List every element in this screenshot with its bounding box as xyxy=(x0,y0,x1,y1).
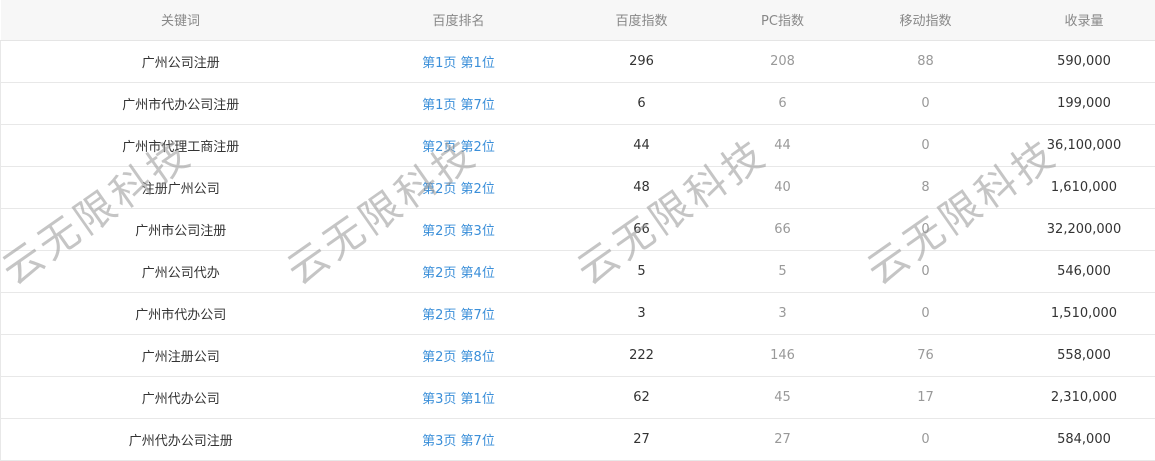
cell-rank[interactable]: 第2页 第3位 xyxy=(361,208,557,250)
cell-pc-index: 146 xyxy=(727,334,839,376)
cell-keyword: 广州市代理工商注册 xyxy=(1,124,361,166)
cell-rank[interactable]: 第1页 第7位 xyxy=(361,82,557,124)
cell-rank[interactable]: 第2页 第2位 xyxy=(361,124,557,166)
cell-rank[interactable]: 第3页 第7位 xyxy=(361,418,557,460)
cell-pc-index: 27 xyxy=(727,418,839,460)
cell-indexed-count: 36,100,000 xyxy=(1013,124,1155,166)
cell-baidu-index: 48 xyxy=(557,166,727,208)
cell-keyword: 广州注册公司 xyxy=(1,334,361,376)
column-header-mobile-index: 移动指数 xyxy=(839,0,1013,40)
cell-indexed-count: 546,000 xyxy=(1013,250,1155,292)
cell-keyword: 广州公司代办 xyxy=(1,250,361,292)
cell-pc-index: 3 xyxy=(727,292,839,334)
cell-baidu-index: 6 xyxy=(557,82,727,124)
cell-rank[interactable]: 第2页 第7位 xyxy=(361,292,557,334)
cell-rank[interactable]: 第2页 第2位 xyxy=(361,166,557,208)
cell-mobile-index: 17 xyxy=(839,376,1013,418)
cell-mobile-index: 0 xyxy=(839,418,1013,460)
cell-indexed-count: 32,200,000 xyxy=(1013,208,1155,250)
cell-pc-index: 44 xyxy=(727,124,839,166)
cell-indexed-count: 2,310,000 xyxy=(1013,376,1155,418)
cell-mobile-index: 0 xyxy=(839,208,1013,250)
cell-mobile-index: 0 xyxy=(839,250,1013,292)
cell-pc-index: 5 xyxy=(727,250,839,292)
cell-baidu-index: 27 xyxy=(557,418,727,460)
cell-baidu-index: 5 xyxy=(557,250,727,292)
cell-indexed-count: 558,000 xyxy=(1013,334,1155,376)
cell-mobile-index: 0 xyxy=(839,82,1013,124)
cell-indexed-count: 1,610,000 xyxy=(1013,166,1155,208)
cell-baidu-index: 44 xyxy=(557,124,727,166)
cell-rank[interactable]: 第1页 第1位 xyxy=(361,40,557,82)
cell-keyword: 广州代办公司 xyxy=(1,376,361,418)
cell-baidu-index: 62 xyxy=(557,376,727,418)
column-header-pc-index: PC指数 xyxy=(727,0,839,40)
cell-pc-index: 208 xyxy=(727,40,839,82)
cell-mobile-index: 8 xyxy=(839,166,1013,208)
cell-rank[interactable]: 第2页 第8位 xyxy=(361,334,557,376)
cell-keyword: 广州公司注册 xyxy=(1,40,361,82)
cell-keyword: 广州市代办公司注册 xyxy=(1,82,361,124)
cell-indexed-count: 199,000 xyxy=(1013,82,1155,124)
cell-baidu-index: 3 xyxy=(557,292,727,334)
column-header-indexed-count: 收录量 xyxy=(1013,0,1155,40)
cell-mobile-index: 88 xyxy=(839,40,1013,82)
cell-baidu-index: 296 xyxy=(557,40,727,82)
cell-keyword: 广州代办公司注册 xyxy=(1,418,361,460)
cell-keyword: 广州市公司注册 xyxy=(1,208,361,250)
column-header-baidu-index: 百度指数 xyxy=(557,0,727,40)
cell-keyword: 广州市代办公司 xyxy=(1,292,361,334)
cell-baidu-index: 222 xyxy=(557,334,727,376)
cell-rank[interactable]: 第3页 第1位 xyxy=(361,376,557,418)
cell-pc-index: 40 xyxy=(727,166,839,208)
column-header-keyword: 关键词 xyxy=(1,0,361,40)
cell-pc-index: 6 xyxy=(727,82,839,124)
cell-mobile-index: 0 xyxy=(839,292,1013,334)
column-header-rank: 百度排名 xyxy=(361,0,557,40)
cell-keyword: 注册广州公司 xyxy=(1,166,361,208)
cell-indexed-count: 590,000 xyxy=(1013,40,1155,82)
cell-baidu-index: 66 xyxy=(557,208,727,250)
cell-pc-index: 66 xyxy=(727,208,839,250)
cell-rank[interactable]: 第2页 第4位 xyxy=(361,250,557,292)
cell-indexed-count: 1,510,000 xyxy=(1013,292,1155,334)
cell-pc-index: 45 xyxy=(727,376,839,418)
cell-mobile-index: 76 xyxy=(839,334,1013,376)
cell-mobile-index: 0 xyxy=(839,124,1013,166)
cell-indexed-count: 584,000 xyxy=(1013,418,1155,460)
